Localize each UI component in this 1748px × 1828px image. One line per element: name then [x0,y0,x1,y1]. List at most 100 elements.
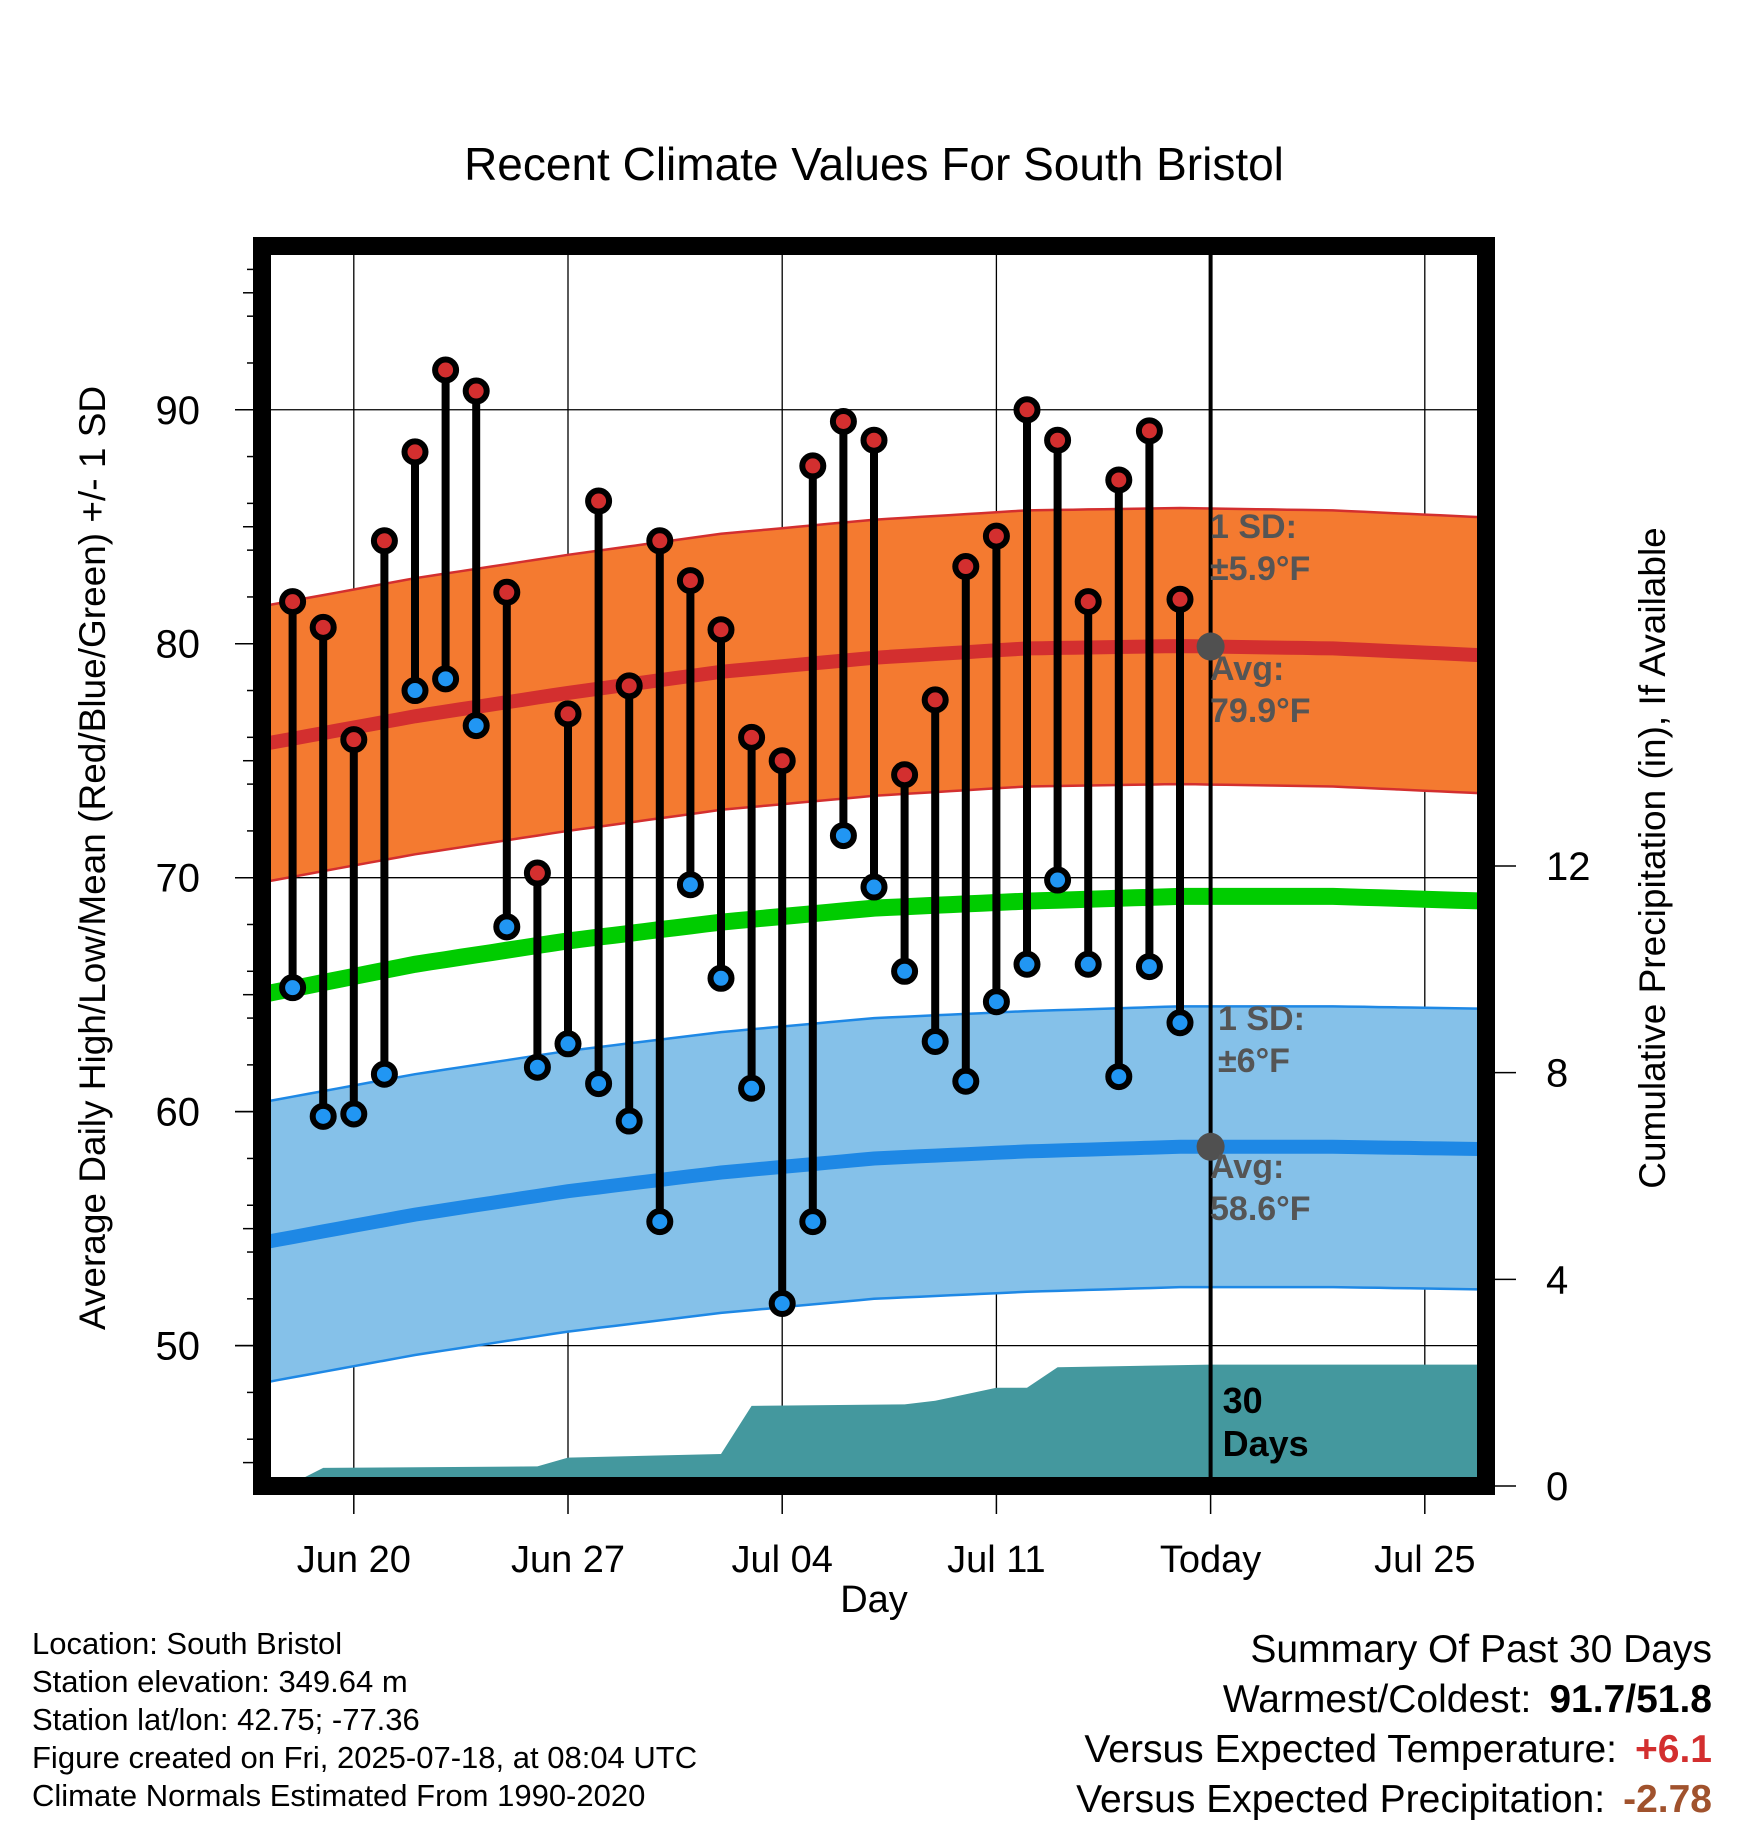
x-tick-label: Jun 27 [511,1539,625,1581]
daily-low-point [615,1107,643,1135]
daily-high-point [860,426,888,454]
chart-title: Recent Climate Values For South Bristol [464,138,1284,190]
high-avg-annotation: 79.9°F [1210,692,1311,730]
daily-high-point [554,700,582,728]
daily-low-point [309,1102,337,1130]
low-sd-annotation: 1 SD: [1218,1000,1305,1038]
daily-low-point [370,1060,398,1088]
low-avg-annotation: 58.6°F [1210,1190,1311,1228]
daily-high-point [523,859,551,887]
daily-high-point [952,553,980,581]
daily-high-point [1044,426,1072,454]
x-axis-label: Day [840,1579,908,1620]
daily-low-point [1166,1009,1194,1037]
y-tick-label: 70 [156,857,201,901]
daily-low-point [891,957,919,985]
daily-low-point [921,1027,949,1055]
daily-high-point [401,438,429,466]
precipitation-label: Versus Expected Precipitation: [1076,1778,1606,1821]
daily-high-point [370,527,398,555]
daily-low-point [1105,1063,1133,1091]
daily-low-point [676,871,704,899]
station-info: Location: South Bristol Station elevatio… [32,1625,697,1815]
daily-high-point [1013,396,1041,424]
daily-low-point [646,1208,674,1236]
daily-high-point [799,452,827,480]
avg-low-line [262,1139,1486,1250]
daily-high-point [279,588,307,616]
plot-layer [253,237,1495,1495]
low-sd-upper-edge [262,1005,1486,1104]
y2-tick-label: 4 [1546,1258,1568,1302]
daily-low-point [493,913,521,941]
today-window-label: 30 [1223,1380,1263,1421]
y2-axis-label: Cumulative Precipitation (in), If Availa… [1632,527,1673,1189]
daily-high-point [585,487,613,515]
daily-high-point [493,578,521,606]
low-avg-annotation: Avg: [1210,1148,1284,1186]
daily-low-point [1135,953,1163,981]
avg-mean-line [262,887,1486,1004]
daily-high-point [646,527,674,555]
daily-low-point [1013,950,1041,978]
daily-high-point [921,686,949,714]
daily-high-point [432,356,460,384]
daily-high-point [707,616,735,644]
today-window-label: Days [1223,1423,1309,1464]
high-avg-annotation: Avg: [1210,650,1284,688]
figure-created: Figure created on Fri, 2025-07-18, at 08… [32,1740,698,1775]
summary-panel: Summary Of Past 30 Days Warmest/Coldest:… [1076,1625,1712,1825]
normals-period: Climate Normals Estimated From 1990-2020 [32,1778,646,1813]
today-avg-low-marker [1196,1132,1225,1161]
daily-low-point [982,988,1010,1016]
daily-low-point [1074,950,1102,978]
daily-high-point [738,723,766,751]
y-tick-label: 90 [156,389,201,433]
plot-inner [262,246,1486,1486]
station-elevation: Station elevation: 349.64 m [32,1664,408,1699]
daily-low-point [707,964,735,992]
today-avg-high-marker [1196,632,1225,661]
y2-tick-label: 8 [1546,1052,1568,1096]
daily-low-point [738,1074,766,1102]
daily-high-point [615,672,643,700]
precipitation-value: -2.78 [1623,1778,1712,1821]
label-layer: 50 60 70 80 90 0 4 8 12 Jun 20 Jun 27 Jul 04 Jul 11 T… [156,268,1591,1581]
daily-low-point [768,1290,796,1318]
daily-low-point [554,1030,582,1058]
daily-high-point [676,567,704,595]
daily-high-point [768,747,796,775]
precipitation-area [262,1364,1486,1486]
low-sd-lower-edge [262,1285,1486,1385]
daily-low-point [585,1070,613,1098]
x-tick-label: Today [1160,1539,1261,1581]
daily-high-point [891,761,919,789]
daily-low-point [1044,866,1072,894]
daily-high-point [309,613,337,641]
daily-low-point [432,665,460,693]
daily-low-point [860,873,888,901]
climate-chart: Recent Climate Values For South Bristol … [72,138,1673,1620]
summary-precipitation: Versus Expected Precipitation: -2.78 [1076,1775,1712,1825]
daily-low-point [523,1053,551,1081]
y-axis-label: Average Daily High/Low/Mean (Red/Blue/Gr… [72,386,113,1330]
daily-high-point [1135,417,1163,445]
daily-low-point [829,822,857,850]
daily-high-point [982,522,1010,550]
plot-frame [253,237,1495,1495]
daily-low-point [401,677,429,705]
daily-low-point [279,974,307,1002]
x-tick-label: Jul 25 [1374,1539,1475,1581]
daily-high-point [340,726,368,754]
y2-tick-label: 12 [1546,845,1591,889]
high-sd-annotation: 1 SD: [1210,508,1297,546]
x-tick-label: Jul 11 [947,1539,1046,1581]
x-tick-label: Jun 20 [297,1539,411,1581]
daily-low-point [799,1208,827,1236]
low-sd-annotation: ±6°F [1218,1042,1290,1080]
warmest-coldest-label: Warmest/Coldest: [1222,1678,1532,1721]
daily-low-point [462,712,490,740]
high-sd-annotation: ±5.9°F [1210,550,1310,588]
summary-warmest-coldest: Warmest/Coldest: 91.7/51.8 [1076,1675,1712,1725]
y-tick-label: 60 [156,1091,201,1135]
